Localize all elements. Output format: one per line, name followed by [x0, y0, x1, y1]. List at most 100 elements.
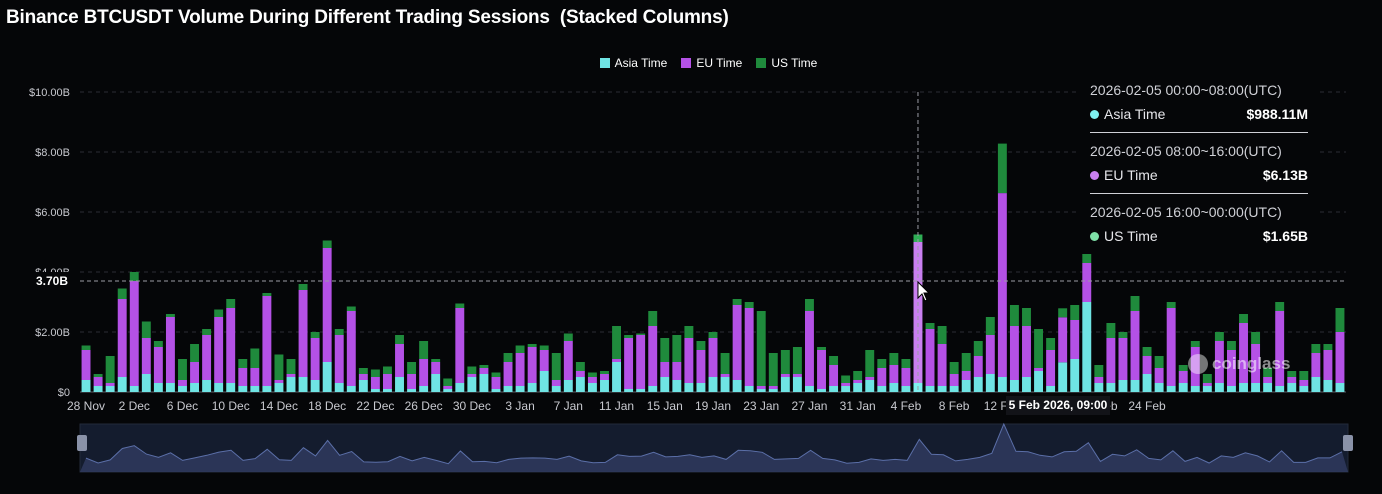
bar-asia-time: [756, 389, 766, 392]
bar-us-time: [841, 375, 851, 383]
bar-asia-time: [443, 389, 453, 392]
bar-asia-time: [1335, 383, 1345, 392]
bar-us-time: [178, 359, 187, 380]
bar-asia-time: [262, 386, 272, 392]
bar-us-time: [346, 306, 356, 311]
bar-eu-time: [985, 335, 995, 374]
bar-us-time: [804, 299, 814, 311]
bar-asia-time: [817, 389, 826, 392]
mouse-pointer-icon: [917, 280, 931, 302]
bar-us-time: [575, 362, 585, 371]
tooltip-divider: [1090, 132, 1308, 133]
bar-eu-time: [503, 362, 513, 386]
bar-us-time: [455, 303, 465, 308]
bar-eu-time: [190, 362, 200, 383]
tooltip-series-name: EU Time: [1104, 167, 1158, 183]
bar-asia-time: [1323, 380, 1333, 392]
bar-eu-time: [1034, 368, 1044, 371]
bar-us-time: [961, 353, 971, 371]
bar-asia-time: [165, 383, 175, 392]
bar-us-time: [624, 335, 634, 338]
bar-asia-time: [829, 386, 839, 392]
watermark: coinglass: [1188, 354, 1290, 374]
bar-eu-time: [636, 335, 646, 389]
bar-us-time: [587, 372, 597, 377]
bar-us-time: [1226, 341, 1236, 350]
bar-eu-time: [1335, 332, 1345, 383]
bar-asia-time: [1263, 383, 1273, 392]
bar-us-time: [1239, 314, 1248, 323]
legend-item-eu[interactable]: EU Time: [681, 56, 742, 70]
bar-us-time: [1214, 332, 1224, 341]
bar-us-time: [1130, 296, 1140, 311]
bar-asia-time: [407, 389, 417, 392]
legend-item-asia[interactable]: Asia Time: [599, 56, 667, 70]
bar-us-time: [250, 348, 260, 368]
bar-us-time: [877, 359, 887, 368]
legend-swatch-eu: [681, 58, 692, 68]
bar-eu-time: [1263, 377, 1273, 383]
bar-asia-time: [624, 389, 634, 392]
bar-eu-time: [997, 193, 1007, 377]
bar-us-time: [1082, 254, 1092, 263]
x-tick-label: 22 Dec: [356, 399, 394, 413]
legend-item-us[interactable]: US Time: [756, 56, 817, 70]
bar-eu-time: [1070, 320, 1080, 359]
bar-eu-time: [1009, 326, 1019, 380]
bar-eu-time: [853, 380, 863, 383]
bar-asia-time: [419, 386, 429, 392]
legend-label-eu: EU Time: [696, 56, 743, 70]
bar-eu-time: [310, 338, 320, 380]
bar-eu-time: [1239, 323, 1248, 383]
bar-asia-time: [250, 386, 260, 392]
bar-eu-time: [829, 365, 839, 386]
tooltip-value: $1.65B: [1262, 228, 1308, 244]
bar-us-time: [515, 345, 525, 353]
bar-us-time: [334, 329, 344, 335]
bar-us-time: [286, 359, 296, 374]
bar-asia-time: [985, 374, 995, 392]
bar-eu-time: [165, 317, 175, 383]
bar-asia-time: [1070, 359, 1080, 392]
bar-asia-time: [298, 377, 308, 392]
bar-us-time: [214, 309, 224, 317]
bar-us-time: [1022, 308, 1031, 326]
y-tick-label: $2.00B: [35, 327, 70, 339]
bar-us-time: [1094, 365, 1104, 377]
bar-us-time: [93, 374, 103, 377]
bar-us-time: [720, 353, 730, 374]
bar-us-time: [985, 317, 995, 335]
bar-asia-time: [238, 386, 248, 392]
bar-asia-time: [973, 377, 983, 392]
tooltip: 2026-02-05 00:00~08:00(UTC) Asia Time $9…: [1080, 77, 1320, 252]
bar-eu-time: [624, 338, 634, 389]
bar-eu-time: [286, 374, 296, 377]
bar-eu-time: [527, 347, 537, 383]
zoom-slider-area: [80, 424, 1348, 472]
bar-eu-time: [1046, 350, 1056, 386]
bar-eu-time: [1130, 311, 1140, 380]
coinglass-logo-icon: [1188, 354, 1208, 374]
bar-asia-time: [1214, 383, 1224, 392]
bar-us-time: [853, 371, 863, 380]
bar-eu-time: [467, 374, 477, 377]
bar-us-time: [612, 326, 622, 359]
x-tick-label: 31 Jan: [840, 399, 876, 413]
tooltip-range: 2026-02-05 00:00~08:00(UTC): [1090, 82, 1282, 98]
bar-us-time: [563, 333, 573, 341]
x-tick-label: 4 Feb: [891, 399, 922, 413]
bar-eu-time: [1311, 353, 1321, 377]
bar-eu-time: [768, 386, 778, 389]
bar-asia-time: [1022, 377, 1031, 392]
bar-us-time: [539, 345, 549, 350]
bar-asia-time: [395, 377, 404, 392]
bar-eu-time: [322, 248, 332, 362]
bar-us-time: [419, 341, 429, 359]
tooltip-value: $988.11M: [1246, 106, 1309, 122]
x-tick-label: 19 Jan: [695, 399, 731, 413]
bar-us-time: [1009, 305, 1019, 326]
bar-eu-time: [238, 368, 248, 386]
bar-asia-time: [1034, 371, 1044, 392]
bar-us-time: [1154, 356, 1164, 368]
